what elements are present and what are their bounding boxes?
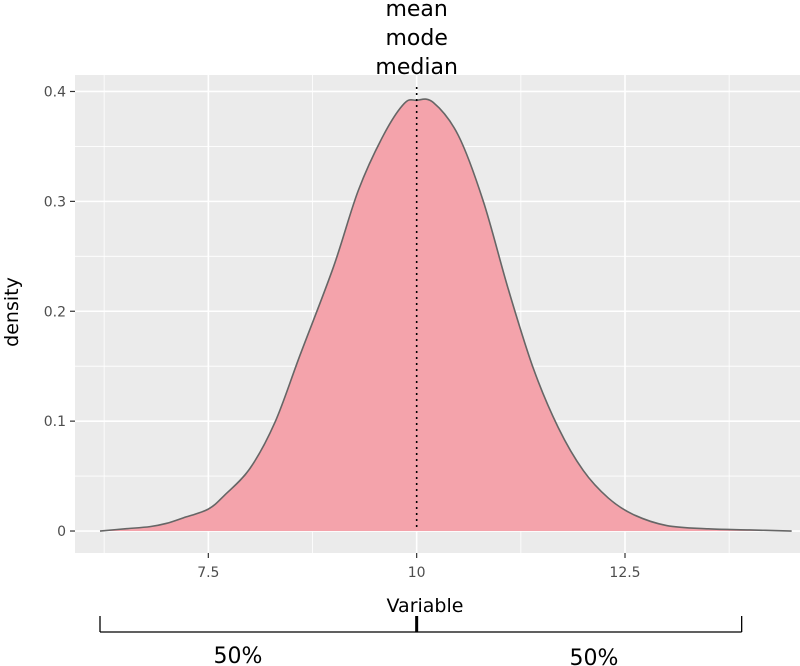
split-bracket bbox=[99, 616, 743, 633]
y-tick-label: 0.1 bbox=[44, 414, 66, 430]
density-series bbox=[99, 98, 792, 532]
y-axis: 0 0.1 0.2 0.3 0.4 bbox=[44, 84, 75, 540]
annotation-mean: mean bbox=[385, 0, 447, 22]
x-tick-label: 7.5 bbox=[197, 565, 219, 581]
y-tick-label: 0.3 bbox=[44, 194, 66, 210]
density-area bbox=[100, 99, 792, 532]
x-tick-label: 12.5 bbox=[609, 565, 640, 581]
y-tick-label: 0.2 bbox=[44, 304, 66, 320]
x-axis-title: Variable bbox=[387, 595, 464, 617]
y-axis-title: density bbox=[1, 277, 23, 347]
x-tick-label: 10 bbox=[408, 565, 426, 581]
right-percent-label: 50% bbox=[570, 646, 619, 666]
annotation-median: median bbox=[375, 55, 457, 80]
density-outline bbox=[99, 98, 792, 532]
x-axis: 7.5 10 12.5 bbox=[197, 553, 641, 581]
y-tick-label: 0 bbox=[57, 524, 66, 540]
annotation-mode: mode bbox=[385, 26, 447, 51]
left-percent-label: 50% bbox=[214, 644, 263, 666]
y-tick-label: 0.4 bbox=[44, 84, 66, 100]
